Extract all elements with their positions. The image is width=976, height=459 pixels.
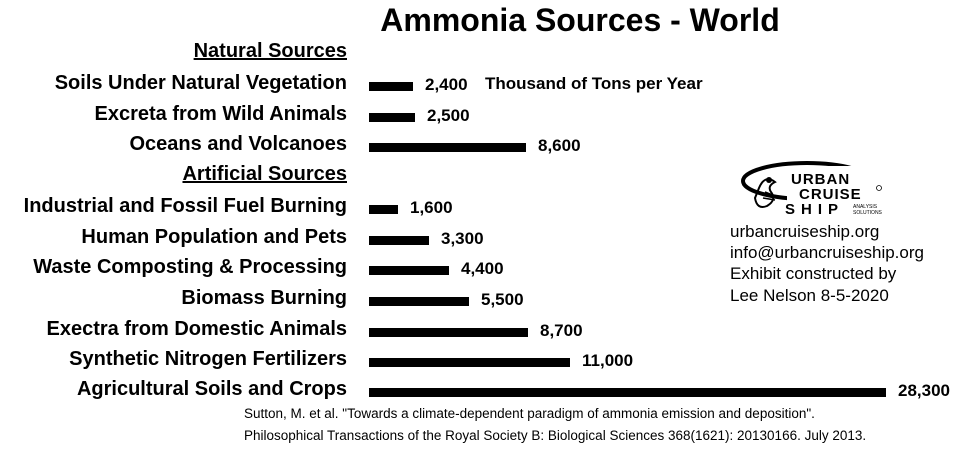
logo-word-ship: SHIP [785, 201, 844, 218]
category-label-soils-under-natural-vegetation: Soils Under Natural Vegetation [54, 72, 347, 94]
logo-subtext-analysis: ANALYSIS [853, 204, 878, 210]
value-label-synthetic-nitrogen-fertilizers: 11,000 [582, 351, 634, 370]
value-label-oceans-and-volcanoes: 8,600 [538, 136, 581, 155]
category-label-industrial-and-fossil-fuel-burning: Industrial and Fossil Fuel Burning [23, 195, 347, 217]
natural-sources-heading: Natural Sources [193, 40, 347, 62]
chart-title: Ammonia Sources - World [380, 2, 780, 38]
value-label-soils-under-natural-vegetation: 2,400 [425, 75, 468, 94]
value-label-waste-composting-processing: 4,400 [461, 259, 504, 278]
logo-word-cruise: CRUISE [799, 186, 862, 203]
category-label-human-population-and-pets: Human Population and Pets [81, 226, 347, 248]
unit-label: Thousand of Tons per Year [485, 74, 703, 93]
bar-soils-under-natural-vegetation [369, 82, 413, 91]
logo-subtext-solutions: SOLUTIONS [853, 210, 883, 216]
category-label-agricultural-soils-and-crops: Agricultural Soils and Crops [76, 378, 347, 400]
credit-constructed-by: Exhibit constructed by [730, 264, 897, 283]
logo-word-urban: URBAN [791, 171, 850, 188]
bar-synthetic-nitrogen-fertilizers [369, 358, 570, 367]
value-label-human-population-and-pets: 3,300 [441, 229, 484, 248]
category-label-synthetic-nitrogen-fertilizers: Synthetic Nitrogen Fertilizers [69, 348, 347, 370]
category-label-oceans-and-volcanoes: Oceans and Volcanoes [129, 133, 348, 155]
value-label-biomass-burning: 5,500 [481, 290, 524, 309]
value-label-industrial-and-fossil-fuel-burning: 1,600 [410, 198, 453, 217]
bar-agricultural-soils-and-crops [369, 388, 886, 397]
credit-website: urbancruiseship.org [730, 222, 880, 241]
citation-line-2: Philosophical Transactions of the Royal … [244, 428, 867, 443]
credit-email: info@urbancruiseship.org [730, 243, 924, 262]
urban-cruise-ship-logo: URBAN CRUISE SHIP ANALYSIS SOLUTIONS [741, 161, 885, 218]
category-label-exectra-from-domestic-animals: Exectra from Domestic Animals [46, 318, 347, 340]
credit-author-date: Lee Nelson 8-5-2020 [730, 286, 889, 305]
category-label-biomass-burning: Biomass Burning [181, 287, 347, 309]
bar-human-population-and-pets [369, 236, 429, 245]
category-label-waste-composting-processing: Waste Composting & Processing [33, 256, 347, 278]
value-label-exectra-from-domestic-animals: 8,700 [540, 321, 583, 340]
value-label-excreta-from-wild-animals: 2,500 [427, 106, 470, 125]
citation-line-1: Sutton, M. et al. "Towards a climate-dep… [244, 406, 815, 421]
bar-oceans-and-volcanoes [369, 143, 526, 152]
bar-waste-composting-processing [369, 266, 449, 275]
bar-exectra-from-domestic-animals [369, 328, 528, 337]
value-label-agricultural-soils-and-crops: 28,300 [898, 381, 950, 400]
bar-biomass-burning [369, 297, 469, 306]
artificial-sources-heading: Artificial Sources [182, 163, 347, 185]
category-label-excreta-from-wild-animals: Excreta from Wild Animals [94, 103, 347, 125]
bar-industrial-and-fossil-fuel-burning [369, 205, 398, 214]
bar-excreta-from-wild-animals [369, 113, 415, 122]
